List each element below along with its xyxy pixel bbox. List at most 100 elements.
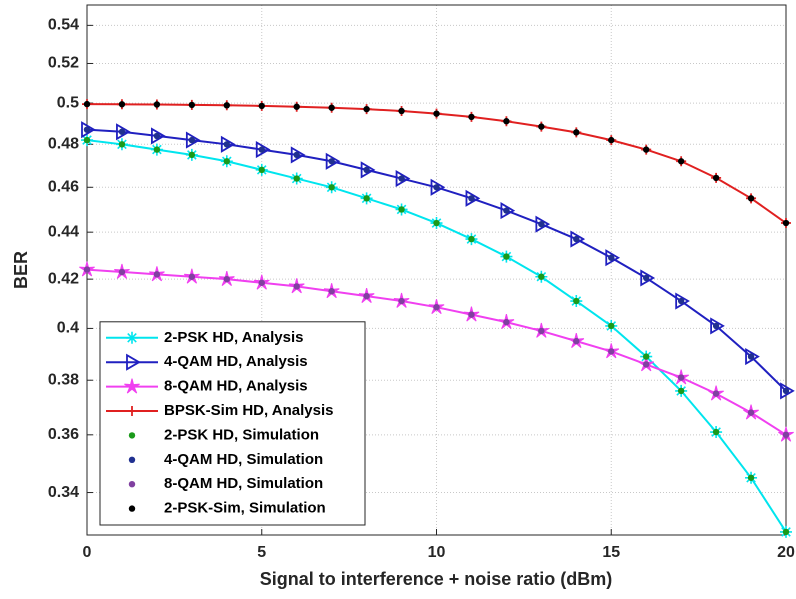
marker — [573, 337, 580, 345]
marker — [747, 353, 755, 360]
marker — [573, 235, 580, 243]
y-tick-label: 0.36 — [48, 426, 79, 443]
marker — [223, 141, 230, 148]
y-tick-label: 0.46 — [48, 179, 79, 196]
marker — [677, 297, 685, 305]
marker — [188, 136, 196, 144]
marker — [468, 311, 475, 318]
legend-label: 4-QAM HD, Analysis — [164, 353, 308, 370]
marker — [430, 178, 446, 196]
marker — [782, 431, 790, 439]
legend-label: 2-PSK HD, Simulation — [164, 426, 319, 443]
marker — [643, 274, 650, 282]
marker — [608, 348, 615, 355]
x-axis-label: Signal to interference + noise ratio (dB… — [260, 569, 613, 589]
marker — [780, 382, 795, 400]
marker — [118, 268, 126, 276]
marker — [677, 374, 685, 381]
marker — [503, 318, 510, 326]
marker — [398, 206, 405, 213]
marker — [220, 135, 236, 153]
marker — [433, 110, 440, 117]
x-tick-label: 15 — [602, 544, 620, 561]
marker — [712, 322, 720, 330]
marker — [188, 101, 196, 109]
marker — [712, 390, 720, 397]
marker — [258, 102, 265, 110]
legend-label: 2-PSK-Sim, Simulation — [164, 500, 326, 517]
y-tick-label: 0.48 — [48, 136, 79, 153]
legend-label: 2-PSK HD, Analysis — [164, 329, 304, 346]
marker — [188, 151, 196, 159]
marker — [328, 184, 335, 191]
marker — [223, 158, 230, 165]
marker — [500, 202, 516, 220]
marker — [503, 253, 510, 260]
marker — [433, 303, 440, 311]
marker — [747, 409, 755, 416]
marker — [255, 141, 271, 159]
marker — [712, 428, 720, 436]
marker — [643, 353, 650, 360]
x-tick-label: 10 — [428, 544, 446, 561]
marker — [83, 136, 91, 144]
marker — [398, 107, 405, 115]
marker — [258, 279, 265, 286]
legend-marker — [124, 378, 140, 394]
marker — [640, 269, 655, 287]
marker — [398, 297, 405, 305]
marker — [675, 292, 690, 310]
marker — [503, 207, 510, 214]
marker — [608, 136, 615, 144]
marker — [223, 102, 230, 109]
y-tick-label: 0.5 — [57, 94, 79, 111]
y-tick-label: 0.34 — [48, 484, 79, 501]
marker — [363, 166, 370, 174]
marker — [363, 105, 370, 113]
marker — [153, 132, 161, 140]
marker — [293, 283, 300, 290]
marker — [81, 121, 96, 139]
legend-label: 8-QAM HD, Simulation — [164, 475, 323, 492]
legend-label: 8-QAM HD, Analysis — [164, 378, 308, 395]
marker — [503, 118, 510, 125]
marker — [153, 146, 161, 153]
marker — [745, 348, 760, 366]
legend-marker — [127, 406, 137, 416]
marker — [643, 361, 650, 368]
marker — [538, 123, 545, 130]
marker — [677, 158, 685, 165]
marker — [118, 128, 126, 135]
marker — [710, 317, 725, 335]
marker — [258, 166, 265, 174]
legend-marker — [128, 432, 136, 439]
marker — [83, 100, 91, 108]
marker — [538, 327, 545, 335]
marker — [398, 175, 405, 182]
marker — [293, 103, 300, 110]
marker — [363, 292, 370, 300]
marker — [605, 249, 621, 267]
marker — [150, 127, 166, 145]
marker — [538, 273, 545, 280]
marker — [433, 184, 440, 191]
marker — [188, 273, 196, 280]
marker — [290, 146, 306, 164]
marker — [83, 266, 91, 273]
marker — [747, 474, 755, 481]
legend-marker — [126, 331, 138, 344]
marker — [328, 104, 335, 111]
marker — [325, 152, 341, 170]
marker — [293, 175, 300, 182]
legend-label: 4-QAM HD, Simulation — [164, 451, 323, 468]
marker — [608, 322, 615, 330]
y-tick-label: 0.44 — [48, 223, 79, 240]
marker — [712, 174, 720, 182]
x-tick-label: 0 — [83, 544, 92, 561]
marker — [573, 297, 580, 305]
marker — [328, 288, 335, 295]
marker — [677, 387, 685, 395]
marker — [118, 101, 126, 108]
marker — [185, 131, 201, 149]
